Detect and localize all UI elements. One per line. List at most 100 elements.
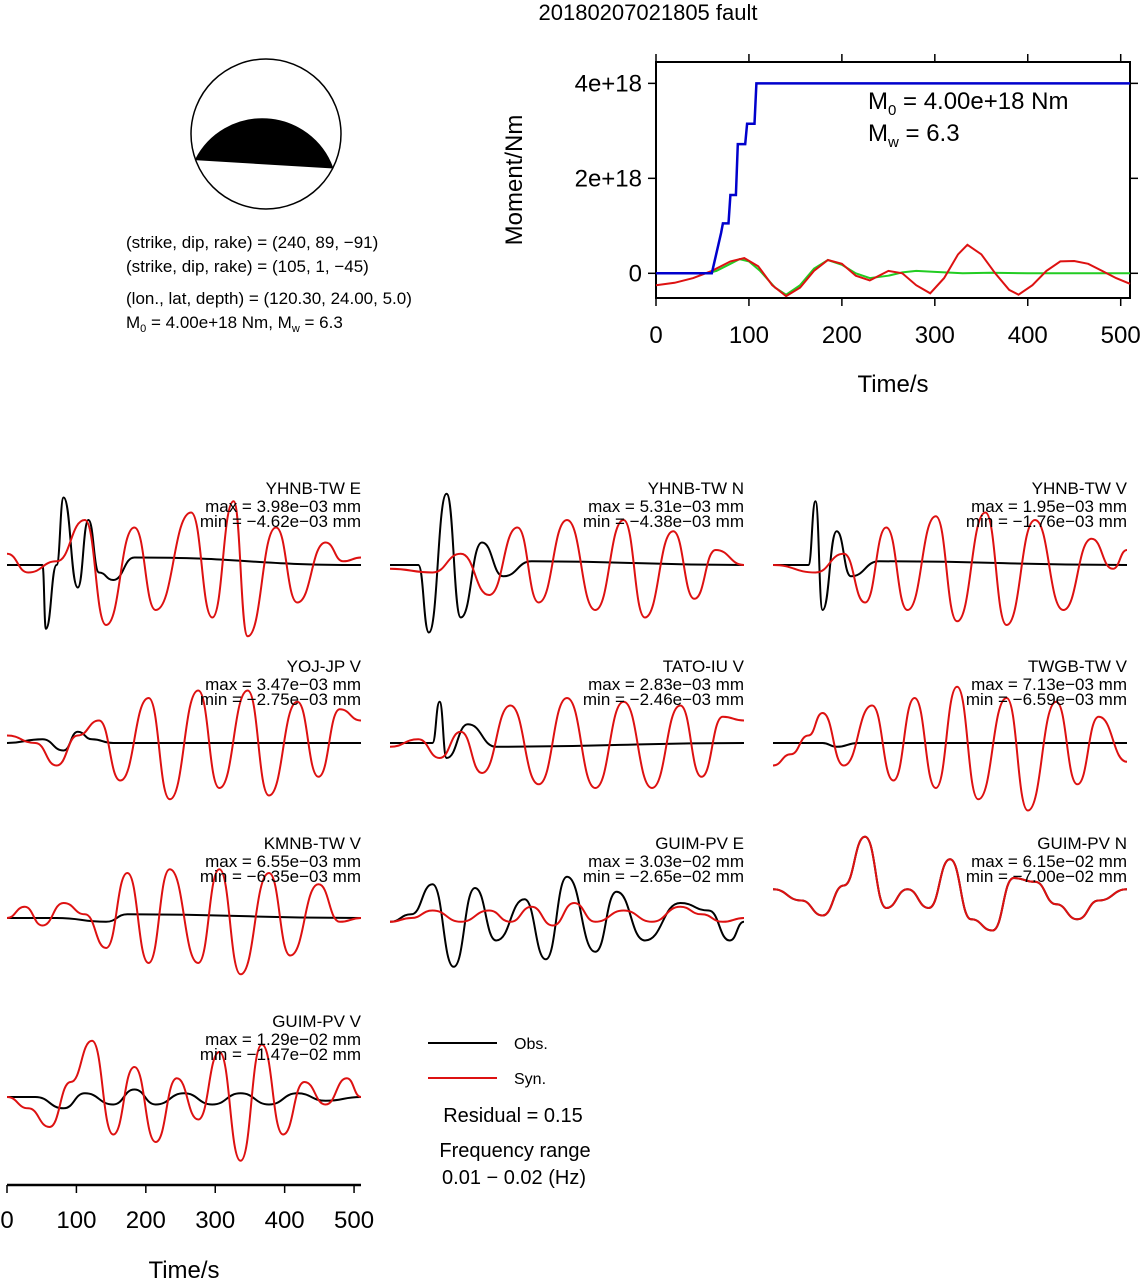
moment-y-tick-label: 4e+18 xyxy=(575,70,642,97)
frequency-title: Frequency range xyxy=(439,1140,590,1162)
moment-x-tick-label: 300 xyxy=(915,322,955,349)
synthetic-trace xyxy=(6,1039,362,1162)
synthetic-trace xyxy=(389,901,745,927)
moment-x-tick-label: 500 xyxy=(1101,322,1141,349)
min-label: min = −6.35e−03 mm xyxy=(200,867,361,886)
cumulative-moment-line xyxy=(656,82,1130,275)
annotation-mw: Mw = 6.3 xyxy=(868,120,960,151)
bottom-x-tick-label: 300 xyxy=(195,1207,235,1234)
legend: Obs. Syn. Residual = 0.15 Frequency rang… xyxy=(428,1036,591,1189)
min-label: min = −7.00e−02 mm xyxy=(966,867,1127,886)
figure-title: 20180207021805 fault xyxy=(539,0,758,25)
station-label: TWGB-TW V xyxy=(1028,657,1128,676)
legend-obs-label: Obs. xyxy=(514,1036,548,1053)
min-label: min = −6.59e−03 mm xyxy=(966,690,1127,709)
min-label: min = −4.62e−03 mm xyxy=(200,512,361,531)
max-label: max = 2.83e−03 mm xyxy=(588,675,744,694)
observed-trace xyxy=(7,1088,362,1110)
mechanism-info: (strike, dip, rake) = (240, 89, −91) (st… xyxy=(126,233,412,335)
mechanism-line-2: (strike, dip, rake) = (105, 1, −45) xyxy=(126,257,369,276)
station-label: GUIM-PV N xyxy=(1037,834,1127,853)
residual-text: Residual = 0.15 xyxy=(443,1105,583,1127)
station-label: YHNB-TW E xyxy=(266,479,361,498)
bottom-time-axis: Time/s 0 100 200 300 400 500 xyxy=(0,1183,374,1281)
moment-x-tick-label: 100 xyxy=(729,322,769,349)
max-label: max = 3.47e−03 mm xyxy=(205,675,361,694)
max-label: max = 6.15e−02 mm xyxy=(971,852,1127,871)
synthetic-trace xyxy=(6,868,362,976)
min-label: min = −2.75e−03 mm xyxy=(200,690,361,709)
frequency-range: 0.01 − 0.02 (Hz) xyxy=(442,1167,586,1189)
max-label: max = 1.29e−02 mm xyxy=(205,1030,361,1049)
observed-trace xyxy=(772,500,1128,612)
annotation-m0: M0 = 4.00e+18 Nm xyxy=(868,88,1068,119)
station-label: GUIM-PV V xyxy=(272,1012,361,1031)
max-label: max = 5.31e−03 mm xyxy=(588,497,744,516)
moment-x-tick-label: 0 xyxy=(649,322,662,349)
synthetic-trace xyxy=(6,689,362,801)
station-label: YHNB-TW N xyxy=(648,479,744,498)
observed-trace xyxy=(773,741,1127,748)
synthetic-trace xyxy=(772,685,1128,812)
bottom-x-tick-label: 0 xyxy=(0,1207,13,1234)
max-label: max = 3.98e−03 mm xyxy=(205,497,361,516)
station-label: YHNB-TW V xyxy=(1032,479,1128,498)
max-label: max = 3.03e−02 mm xyxy=(588,852,744,871)
max-label: max = 7.13e−03 mm xyxy=(971,675,1127,694)
synthetic-trace xyxy=(772,835,1128,932)
moment-chart: 0 100 200 300 400 500 0 2e+18 4e+18 Time/s Mome… xyxy=(501,54,1141,398)
moment-y-tick-label: 0 xyxy=(629,260,642,287)
max-label: max = 6.55e−03 mm xyxy=(205,852,361,871)
station-label: YOJ-JP V xyxy=(287,657,362,676)
bottom-x-label: Time/s xyxy=(148,1257,219,1281)
moment-plot-frame xyxy=(655,61,1131,299)
synthetic-trace xyxy=(389,696,745,790)
moment-x-label: Time/s xyxy=(857,371,928,398)
synthetic-trace xyxy=(389,518,745,619)
max-label: max = 1.95e−03 mm xyxy=(971,497,1127,516)
beachball-icon xyxy=(190,58,342,210)
observed-trace xyxy=(389,875,745,968)
bottom-x-tick-label: 200 xyxy=(126,1207,166,1234)
min-label: min = −2.65e−02 mm xyxy=(583,867,744,886)
bottom-x-tick-label: 100 xyxy=(56,1207,96,1234)
moment-y-tick-label: 2e+18 xyxy=(575,165,642,192)
station-label: GUIM-PV E xyxy=(655,834,744,853)
min-label: min = −2.46e−03 mm xyxy=(583,690,744,709)
moment-rate-red-line xyxy=(655,243,1131,298)
moment-y-label: Moment/Nm xyxy=(501,115,528,246)
moment-rate-green-line xyxy=(656,258,1130,296)
magnitude-line: M0 = 4.00e+18 Nm, Mw = 6.3 xyxy=(126,313,343,335)
synthetic-trace xyxy=(6,500,362,638)
min-label: min = −4.38e−03 mm xyxy=(583,512,744,531)
bottom-x-tick-label: 500 xyxy=(334,1207,374,1234)
observed-trace xyxy=(6,496,362,630)
station-label: KMNB-TW V xyxy=(264,834,362,853)
legend-syn-label: Syn. xyxy=(514,1071,546,1088)
moment-x-axis: 0 100 200 300 400 500 xyxy=(649,54,1141,349)
mechanism-line-1: (strike, dip, rake) = (240, 89, −91) xyxy=(126,233,378,252)
moment-x-tick-label: 400 xyxy=(1008,322,1048,349)
min-label: min = −1.76e−03 mm xyxy=(966,512,1127,531)
bottom-x-tick-label: 400 xyxy=(265,1207,305,1234)
observed-trace xyxy=(390,700,745,760)
location-line: (lon., lat, depth) = (120.30, 24.00, 5.0… xyxy=(126,289,412,308)
moment-x-tick-label: 200 xyxy=(822,322,862,349)
min-label: min = −1.47e−02 mm xyxy=(200,1045,361,1064)
station-label: TATO-IU V xyxy=(663,657,745,676)
observed-trace xyxy=(389,492,745,634)
synthetic-trace xyxy=(772,511,1128,627)
moment-y-axis: 0 2e+18 4e+18 xyxy=(575,70,1138,287)
